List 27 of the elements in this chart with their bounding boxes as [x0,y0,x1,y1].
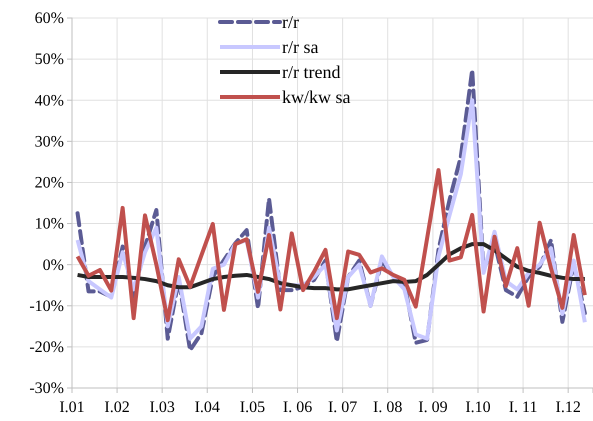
x-tick-label: I.12 [556,399,581,416]
x-tick-label: I.04 [194,399,220,416]
x-tick-label: I. 11 [508,399,538,416]
y-tick-label: 30% [34,133,64,150]
x-tick-label: I. 09 [418,399,448,416]
x-tick-label: I.01 [59,399,85,416]
legend-label: r/r [282,12,299,32]
legend-label: r/r sa [282,37,318,57]
y-tick-label: 10% [34,216,64,233]
x-tick-label: I.10 [465,399,491,416]
y-tick-label: -20% [29,339,64,356]
y-tick-label: 40% [34,92,64,110]
legend-label: r/r trend [282,62,340,82]
x-tick-label: I.02 [104,399,130,416]
x-tick-label: I.05 [240,399,266,416]
x-tick-label: I. 07 [328,399,358,416]
legend-label: kw/kw sa [282,87,351,107]
x-tick-label: I. 08 [373,399,402,416]
x-tick-label: I. 06 [282,399,312,416]
y-tick-label: -30% [29,380,64,398]
y-tick-label: 20% [34,174,64,192]
y-tick-label: 60% [34,10,64,28]
line-series [76,168,587,322]
x-tick-label: I.03 [150,399,175,416]
y-tick-label: -10% [29,298,64,315]
y-tick-label: 0% [42,256,64,274]
y-tick-label: 50% [34,51,64,68]
